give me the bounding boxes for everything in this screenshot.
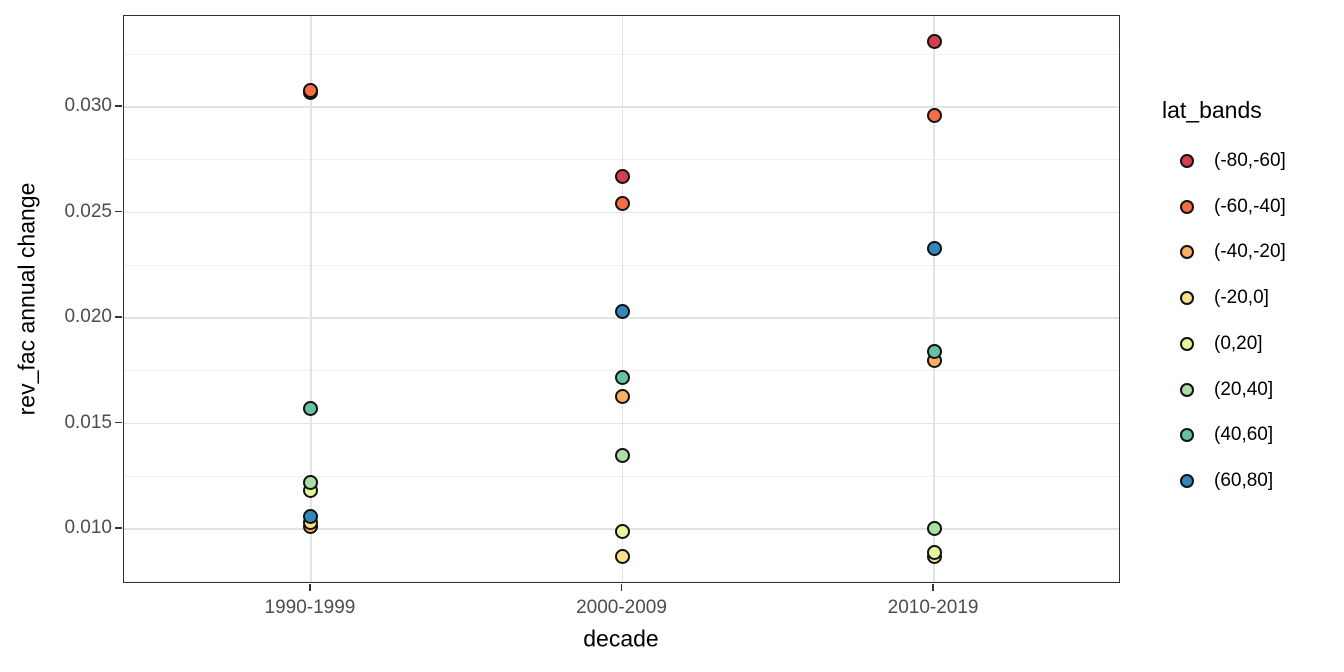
legend-item: (-80,-60] — [1180, 149, 1286, 173]
data-point — [926, 107, 942, 123]
legend-item: (-60,-40] — [1180, 195, 1286, 219]
data-point — [615, 548, 630, 564]
legend-item: (60,80] — [1180, 469, 1273, 493]
data-point — [303, 475, 319, 490]
data-point — [303, 508, 319, 524]
data-point — [615, 196, 630, 212]
legend-item-label: (20,40] — [1214, 378, 1274, 400]
legend-title: lat_bands — [1162, 97, 1262, 123]
legend-item-label: (40,60] — [1214, 424, 1274, 446]
y-tick-mark — [115, 210, 122, 213]
y-tick-label: 0.025 — [64, 200, 112, 222]
legend-key-icon — [1180, 291, 1194, 306]
data-point — [926, 240, 942, 256]
legend-key-icon — [1180, 428, 1194, 443]
data-point — [926, 34, 942, 50]
data-point — [615, 523, 630, 539]
data-point — [303, 82, 319, 98]
gridline-vertical — [933, 16, 935, 582]
legend-key-icon — [1180, 199, 1194, 214]
y-tick-mark — [115, 316, 122, 318]
legend-key-icon — [1180, 245, 1194, 260]
gridline-minor — [124, 475, 1119, 477]
data-point — [615, 169, 630, 185]
legend-item: (40,60] — [1180, 423, 1273, 447]
gridline-vertical — [310, 16, 312, 582]
x-axis-title: decade — [583, 625, 659, 652]
legend-item: (-40,-20] — [1180, 240, 1286, 264]
data-point — [615, 388, 630, 404]
legend-key-icon — [1180, 473, 1194, 488]
data-point — [926, 521, 942, 537]
legend-item-label: (-60,-40] — [1214, 195, 1286, 217]
data-point — [926, 544, 942, 560]
legend-key-icon — [1180, 382, 1194, 397]
data-point — [303, 401, 319, 417]
x-tick-mark — [309, 584, 311, 591]
legend-item: (-20,0] — [1180, 286, 1269, 310]
y-tick-mark — [115, 527, 122, 529]
gridline-vertical — [621, 16, 624, 582]
x-tick-label: 2000-2009 — [576, 597, 667, 618]
legend-item-label: (-80,-60] — [1214, 150, 1286, 171]
data-point — [615, 447, 630, 463]
plot-panel — [123, 15, 1120, 583]
gridline-minor — [124, 264, 1119, 266]
data-point — [615, 304, 630, 320]
x-tick-mark — [932, 584, 934, 591]
x-tick-mark — [620, 584, 623, 591]
legend-key-icon — [1180, 336, 1194, 351]
y-tick-label: 0.030 — [64, 95, 112, 117]
legend-item-label: (-20,0] — [1214, 287, 1269, 309]
data-point — [615, 369, 630, 385]
y-tick-label: 0.010 — [64, 517, 112, 539]
y-tick-mark — [115, 421, 122, 424]
legend-item-label: (0,20] — [1214, 332, 1263, 354]
gridline-major — [124, 106, 1119, 108]
gridline-major — [124, 211, 1119, 214]
x-tick-label: 2010-2019 — [887, 597, 979, 618]
legend-item-label: (60,80] — [1214, 469, 1274, 491]
y-axis-title: rev_fac annual change — [13, 182, 40, 416]
y-tick-label: 0.015 — [64, 411, 112, 433]
legend-item: (20,40] — [1180, 378, 1273, 402]
y-tick-label: 0.020 — [64, 306, 112, 328]
x-tick-label: 1990-1999 — [264, 597, 356, 618]
gridline-minor — [124, 53, 1119, 55]
gridline-major — [124, 422, 1119, 425]
legend-item-label: (-40,-20] — [1214, 241, 1286, 263]
legend-item: (0,20] — [1180, 332, 1263, 356]
legend-key-icon — [1180, 154, 1194, 168]
y-tick-mark — [115, 105, 122, 107]
gridline-minor — [124, 581, 1119, 583]
data-point — [926, 344, 942, 360]
gridline-minor — [124, 159, 1119, 161]
